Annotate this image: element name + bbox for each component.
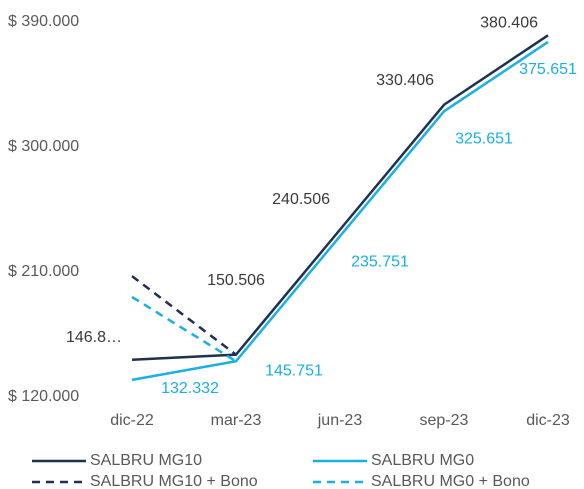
- legend-label: SALBRU MG10 + Bono: [90, 473, 258, 489]
- data-label: 325.651: [455, 131, 513, 148]
- x-tick-label: dic-22: [110, 412, 154, 429]
- y-tick-label: $ 120.000: [8, 388, 79, 405]
- x-tick-label: mar-23: [211, 412, 262, 429]
- y-tick-label: $ 390.000: [8, 13, 79, 30]
- data-label: 380.406: [480, 15, 538, 32]
- x-tick-label: jun-23: [317, 412, 363, 429]
- legend-label: SALBRU MG10: [90, 452, 202, 469]
- data-label: 235.751: [351, 253, 409, 270]
- y-tick-label: $ 210.000: [8, 263, 79, 280]
- data-label: 146.8…: [66, 329, 122, 346]
- x-tick-label: sep-23: [420, 412, 469, 429]
- data-label: 240.506: [272, 191, 330, 208]
- data-label: 145.751: [265, 362, 323, 379]
- data-label: 330.406: [376, 72, 434, 89]
- data-label: 375.651: [519, 61, 577, 78]
- x-tick-label: dic-23: [526, 412, 570, 429]
- data-label: 150.506: [207, 272, 265, 289]
- series-line: [131, 295, 237, 363]
- series-line: [131, 34, 549, 362]
- legend-label: SALBRU MG0: [371, 452, 474, 469]
- legend-label: SALBRU MG0 + Bono: [371, 473, 530, 489]
- series-line: [131, 40, 549, 382]
- data-label: 132.332: [161, 380, 219, 397]
- series-line: [131, 275, 237, 356]
- y-tick-label: $ 300.000: [8, 138, 79, 155]
